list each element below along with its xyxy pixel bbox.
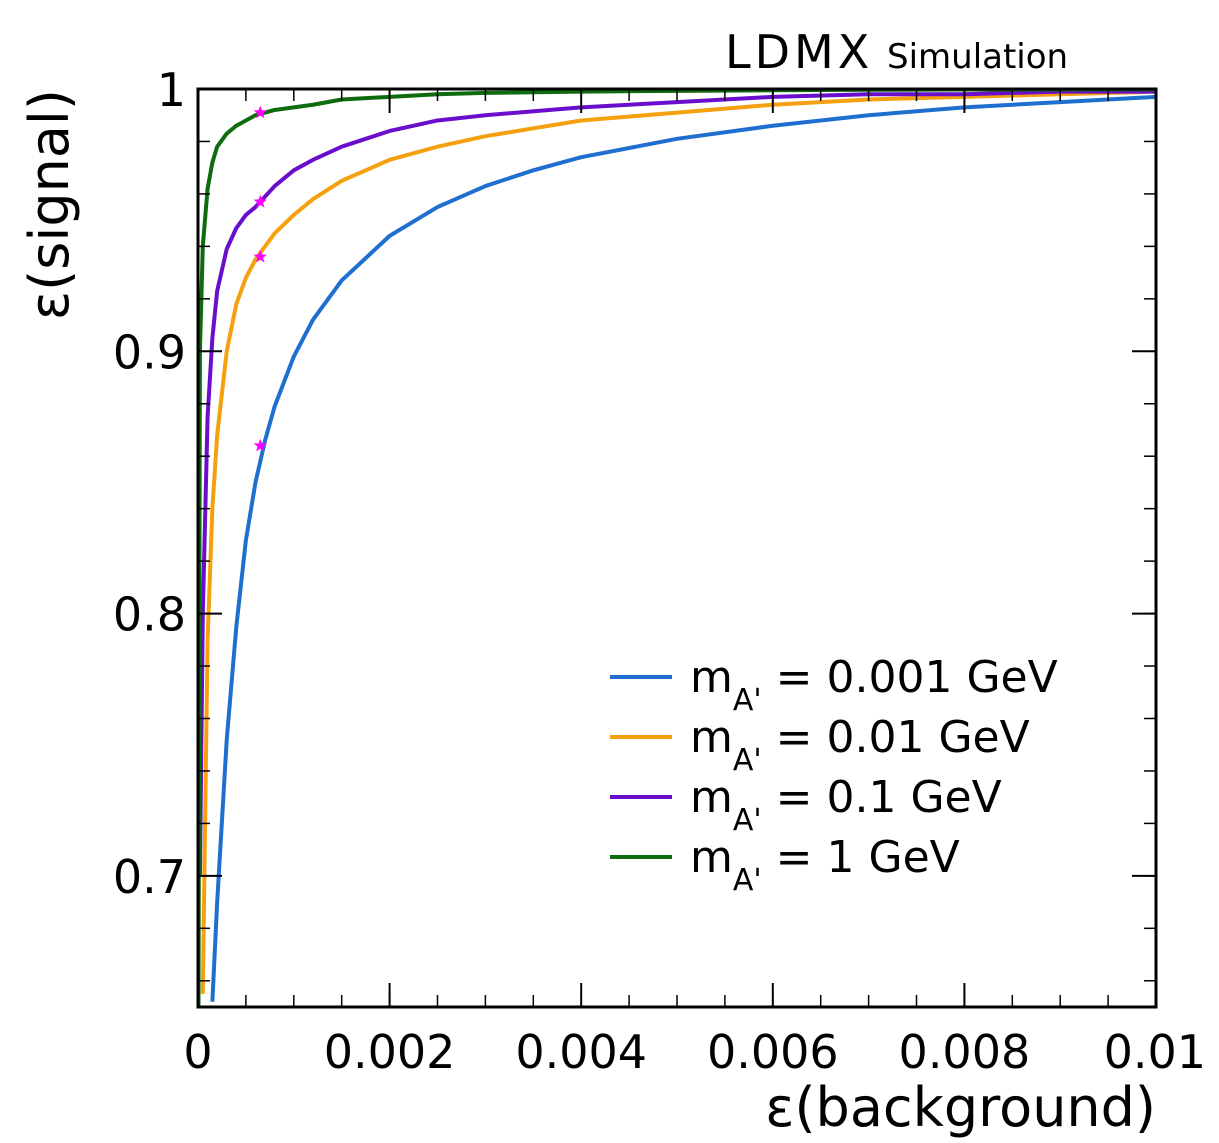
working-point-marker (253, 105, 267, 119)
working-point-marker (253, 249, 267, 263)
tick-layer (197, 88, 1157, 1007)
series-line (200, 89, 1156, 994)
series-line (198, 89, 1156, 1007)
y-tick-label: 0.7 (113, 850, 186, 904)
series-line (210, 94, 1156, 1002)
working-point-marker (253, 438, 267, 452)
x-tick-label: 0 (183, 1025, 212, 1079)
tick-label-layer: 0 0.002 0.004 0.006 0.008 0.01 0.7 0.8 0.9 1 (113, 63, 1206, 1079)
working-point-marker (253, 194, 267, 208)
experiment-label: LDMX Simulation (725, 25, 1068, 79)
y-tick-label: 0.9 (113, 325, 186, 379)
series-layer (198, 89, 1156, 1007)
y-tick-label: 1 (157, 63, 186, 117)
legend-entry: mA' = 0.001 GeV (690, 652, 1058, 718)
x-tick-label: 0.01 (1104, 1025, 1206, 1079)
x-axis-title: ε(background) (765, 1076, 1156, 1139)
x-tick-label: 0.004 (515, 1025, 647, 1079)
x-tick-label: 0.002 (324, 1025, 456, 1079)
plot-frame (196, 87, 1158, 1009)
x-tick-label: 0.006 (707, 1025, 839, 1079)
y-tick-label: 0.8 (113, 588, 186, 642)
marker-layer (253, 105, 267, 452)
legend-entry: mA' = 0.01 GeV (690, 712, 1030, 778)
x-tick-label: 0.008 (899, 1025, 1031, 1079)
legend-entry: mA' = 1 GeV (690, 832, 960, 898)
series-line (198, 89, 1156, 876)
experiment-name: LDMX (725, 25, 873, 79)
experiment-sublabel: Simulation (887, 37, 1068, 77)
legend-entry: mA' = 0.1 GeV (690, 772, 1002, 838)
y-axis-title: ε(signal) (18, 89, 81, 320)
